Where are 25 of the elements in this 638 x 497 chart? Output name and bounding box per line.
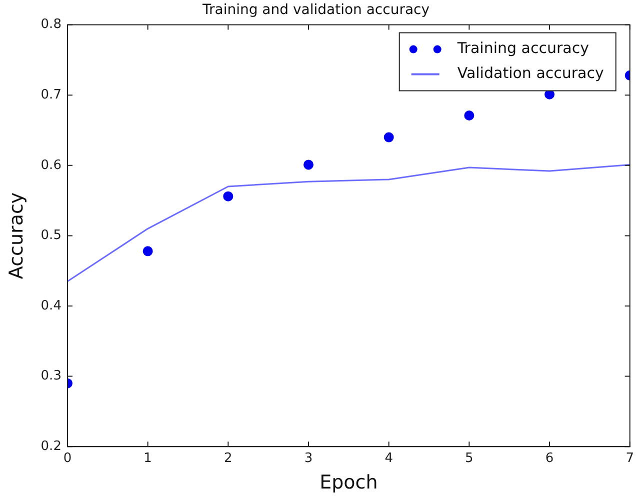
y-tick-label: 0.2 [40, 438, 62, 454]
point [304, 160, 314, 170]
y-tick-label: 0.7 [40, 87, 62, 102]
x-tick-label: 3 [304, 450, 313, 466]
y-tick-label: 0.6 [40, 158, 62, 173]
x-axis-title: Epoch [320, 472, 378, 494]
y-axis-title: Accuracy [5, 192, 28, 280]
y-tick-label: 0.4 [40, 298, 62, 314]
x-tick-label: 7 [626, 450, 634, 466]
y-tick-label: 0.3 [40, 368, 62, 384]
x-tick-label: 2 [224, 450, 232, 466]
y-tick-label: 0.8 [40, 17, 62, 32]
point [223, 191, 234, 202]
legend-label: Validation accuracy [457, 64, 604, 82]
legend-label: Training accuracy [456, 39, 590, 58]
point [464, 110, 474, 120]
x-tick-label: 0 [63, 450, 72, 466]
x-tick-label: 5 [465, 450, 474, 466]
x-tick-label: 1 [144, 450, 152, 466]
chart-title: Training and validation accuracy [201, 2, 430, 18]
point [142, 246, 153, 256]
x-tick-label: 6 [545, 450, 554, 466]
point [384, 132, 394, 142]
y-tick-label: 0.5 [40, 228, 62, 244]
x-tick-label: 4 [384, 450, 393, 466]
